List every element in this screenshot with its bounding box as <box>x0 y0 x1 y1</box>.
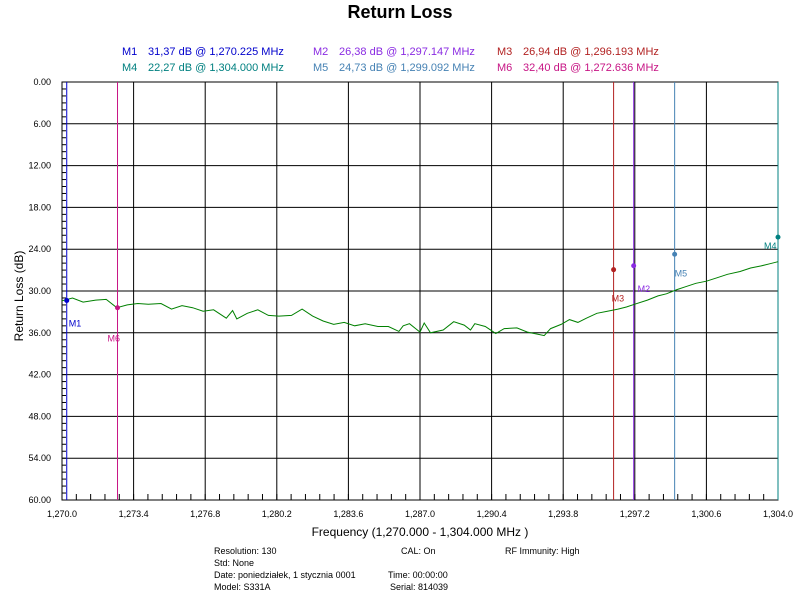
marker-points: M1 M2 M3 M4 M5 M6 <box>64 234 781 344</box>
y-tick-label: 60.00 <box>28 495 51 505</box>
marker-label-m3: M3 <box>612 294 625 304</box>
y-tick-label: 24.00 <box>28 244 51 254</box>
info-model: Model: S331A <box>214 582 271 592</box>
x-tick-label: 1,297.2 <box>620 509 650 519</box>
info-rf-immunity: RF Immunity: High <box>505 546 580 556</box>
grid-lines <box>62 82 778 500</box>
series-line-0 <box>61 261 779 337</box>
x-tick-label: 1,304.0 <box>763 509 793 519</box>
legend-marker-value: 22,27 dB @ 1,304.000 MHz <box>148 62 284 74</box>
marker-label-m5: M5 <box>675 268 688 278</box>
x-tick-label: 1,283.6 <box>333 509 363 519</box>
y-tick-label: 36.00 <box>28 328 51 338</box>
chart-title: Return Loss <box>347 2 453 22</box>
y-tick-label: 6.00 <box>33 119 51 129</box>
legend-marker-value: 26,94 dB @ 1,296.193 MHz <box>523 46 659 58</box>
y-axis-title: Return Loss (dB) <box>12 251 26 342</box>
marker-label-m2: M2 <box>638 284 651 294</box>
marker-point-m5 <box>672 251 678 257</box>
info-time: Time: 00:00:00 <box>388 570 448 580</box>
marker-point-m6 <box>115 305 121 311</box>
legend-marker-name: M5 <box>313 62 328 74</box>
x-tick-label: 1,293.8 <box>548 509 578 519</box>
marker-point-m4 <box>775 234 781 240</box>
x-axis-title: Frequency (1,270.000 - 1,304.000 MHz ) <box>312 525 529 539</box>
legend-marker-name: M4 <box>122 62 137 74</box>
info-cal: CAL: On <box>401 546 436 556</box>
info-std: Std: None <box>214 558 255 568</box>
legend-marker-value: 32,40 dB @ 1,272.636 MHz <box>523 62 659 74</box>
marker-point-m2 <box>631 263 637 269</box>
legend-marker-value: 26,38 dB @ 1,297.147 MHz <box>339 46 475 58</box>
series-group <box>61 261 779 337</box>
marker-label-m6: M6 <box>108 334 121 344</box>
y-tick-label: 42.00 <box>28 370 51 380</box>
marker-point-m3 <box>611 267 617 273</box>
info-date: Date: poniedziałek, 1 stycznia 0001 <box>214 570 356 580</box>
y-tick-label: 18.00 <box>28 202 51 212</box>
x-tick-label: 1,290.4 <box>477 509 507 519</box>
x-tick-label: 1,273.4 <box>119 509 149 519</box>
x-tick-label: 1,280.2 <box>262 509 292 519</box>
legend-marker-value: 31,37 dB @ 1,270.225 MHz <box>148 46 284 58</box>
marker-legend: M1 31,37 dB @ 1,270.225 MHz M2 26,38 dB @ 1… <box>122 46 659 74</box>
y-tick-label: 48.00 <box>28 411 51 421</box>
y-tick-label: 30.00 <box>28 286 51 296</box>
marker-label-m4: M4 <box>764 241 777 251</box>
legend-marker-value: 24,73 dB @ 1,299.092 MHz <box>339 62 475 74</box>
y-tick-label: 12.00 <box>28 161 51 171</box>
marker-label-m1: M1 <box>69 319 82 329</box>
legend-marker-name: M2 <box>313 46 328 58</box>
x-tick-labels: 1,270.0 1,273.4 1,276.8 1,280.2 1,283.6 1,287… <box>47 509 793 519</box>
legend-marker-name: M6 <box>497 62 512 74</box>
y-tick-label: 0.00 <box>33 77 51 87</box>
marker-point-m1 <box>64 298 70 304</box>
x-tick-label: 1,276.8 <box>190 509 220 519</box>
y-tick-labels: 0.00 6.00 12.00 18.00 24.00 30.00 36.00 42.00 48… <box>28 77 51 505</box>
x-tick-label: 1,287.0 <box>405 509 435 519</box>
legend-marker-name: M3 <box>497 46 512 58</box>
x-tick-label: 1,270.0 <box>47 509 77 519</box>
x-tick-label: 1,300.6 <box>691 509 721 519</box>
y-tick-label: 54.00 <box>28 453 51 463</box>
legend-marker-name: M1 <box>122 46 137 58</box>
info-serial: Serial: 814039 <box>390 582 449 592</box>
info-resolution: Resolution: 130 <box>214 546 277 556</box>
